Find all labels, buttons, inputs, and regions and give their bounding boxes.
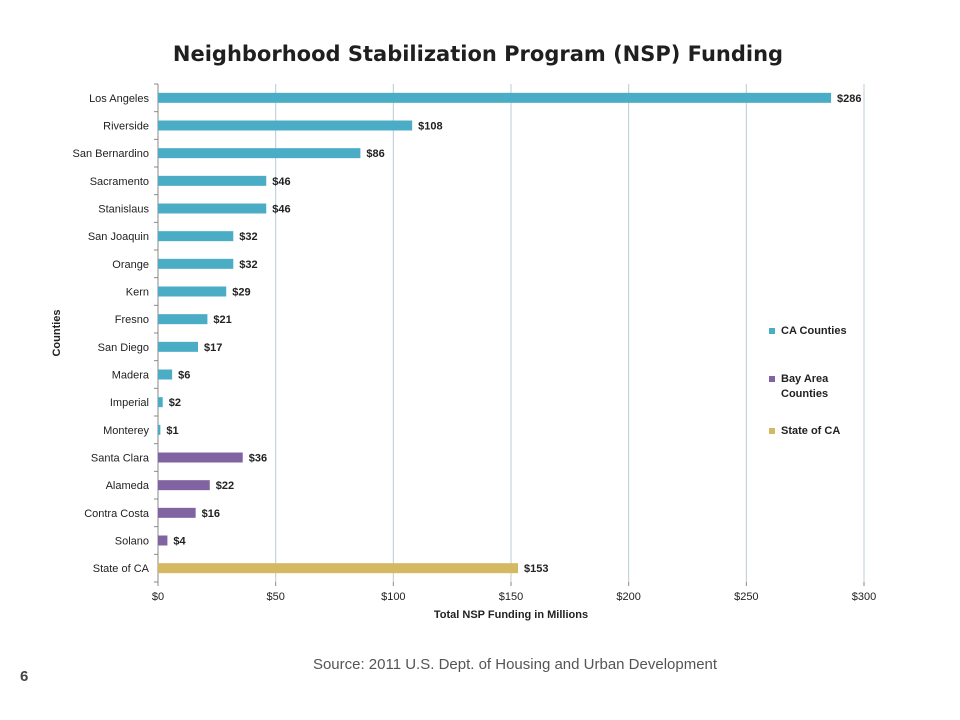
data-label: $286 xyxy=(837,93,861,105)
legend-label: State of CA xyxy=(781,425,840,437)
bar xyxy=(158,175,267,186)
bar xyxy=(158,148,361,159)
x-tick-label: $250 xyxy=(734,591,758,603)
legend-label: Bay Area xyxy=(781,373,829,385)
bar xyxy=(158,92,832,103)
legend-swatch xyxy=(769,428,775,434)
legend-label: Counties xyxy=(781,388,828,400)
data-label: $6 xyxy=(178,370,190,382)
data-label: $108 xyxy=(418,121,442,133)
source-note: Source: 2011 U.S. Dept. of Housing and U… xyxy=(312,656,718,673)
data-label: $46 xyxy=(272,204,290,216)
bar xyxy=(158,120,413,131)
data-label: $1 xyxy=(166,425,178,437)
legend-swatch xyxy=(769,376,775,382)
data-label: $29 xyxy=(232,287,250,299)
data-label: $22 xyxy=(216,480,234,492)
y-category-label: Monterey xyxy=(103,425,149,437)
y-category-label: Alameda xyxy=(106,480,150,492)
bar xyxy=(158,424,161,435)
data-label: $153 xyxy=(524,563,548,575)
bar xyxy=(158,535,168,546)
bar xyxy=(158,369,173,380)
y-category-label: Fresno xyxy=(115,314,149,326)
y-category-label: Santa Clara xyxy=(91,453,150,465)
bar xyxy=(158,563,519,574)
data-label: $4 xyxy=(173,536,186,548)
x-tick-label: $100 xyxy=(381,591,405,603)
data-label: $2 xyxy=(169,397,181,409)
chart-title: Neighborhood Stabilization Program (NSP)… xyxy=(172,42,784,66)
data-label: $36 xyxy=(249,453,267,465)
x-tick-label: $150 xyxy=(499,591,523,603)
data-label: $86 xyxy=(366,148,384,160)
y-axis-title: Counties xyxy=(51,309,63,356)
bar xyxy=(158,286,227,297)
data-label: $21 xyxy=(213,314,231,326)
bar xyxy=(158,480,210,491)
page-number: 6 xyxy=(20,668,29,685)
legend-label: CA Counties xyxy=(781,325,847,337)
data-label: $32 xyxy=(239,231,257,243)
x-tick-label: $50 xyxy=(266,591,284,603)
bar xyxy=(158,452,243,463)
bar xyxy=(158,203,267,214)
x-tick-label: $300 xyxy=(852,591,876,603)
bar xyxy=(158,341,199,352)
bar xyxy=(158,231,234,242)
y-category-label: Riverside xyxy=(103,121,149,133)
y-category-label: Madera xyxy=(112,370,150,382)
y-category-label: Contra Costa xyxy=(84,508,150,520)
x-tick-label: $200 xyxy=(616,591,640,603)
y-category-label: Solano xyxy=(115,536,149,548)
bar xyxy=(158,507,196,518)
legend-swatch xyxy=(769,328,775,334)
data-label: $16 xyxy=(202,508,220,520)
y-category-label: San Bernardino xyxy=(73,148,149,160)
x-tick-label: $0 xyxy=(152,591,164,603)
x-axis-title: Total NSP Funding in Millions xyxy=(434,609,588,621)
y-category-label: Orange xyxy=(112,259,149,271)
bar xyxy=(158,258,234,269)
data-label: $17 xyxy=(204,342,222,354)
y-category-label: Sacramento xyxy=(90,176,149,188)
y-category-label: San Joaquin xyxy=(88,231,149,243)
y-category-label: Stanislaus xyxy=(98,204,149,216)
y-category-label: San Diego xyxy=(98,342,149,354)
bar xyxy=(158,397,163,408)
data-label: $32 xyxy=(239,259,257,271)
y-category-label: State of CA xyxy=(93,563,150,575)
y-category-label: Los Angeles xyxy=(89,93,149,105)
data-label: $46 xyxy=(272,176,290,188)
y-category-label: Imperial xyxy=(110,397,149,409)
y-category-label: Kern xyxy=(126,287,149,299)
bar xyxy=(158,314,208,325)
